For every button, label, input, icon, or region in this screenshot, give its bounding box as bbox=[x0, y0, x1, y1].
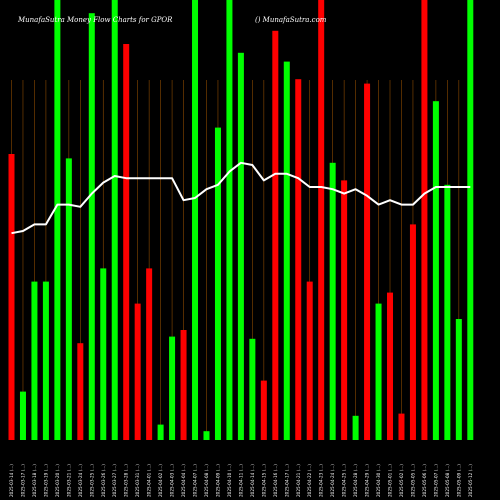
money-flow-bar bbox=[192, 0, 199, 440]
money-flow-bar bbox=[467, 0, 474, 440]
money-flow-bar bbox=[398, 413, 405, 440]
money-flow-bar bbox=[157, 424, 164, 440]
x-tick-label: 2025-05-09 (...) bbox=[456, 464, 461, 497]
money-flow-bar bbox=[260, 380, 267, 440]
x-tick-label: 2025-03-18 (...) bbox=[32, 464, 37, 497]
x-tick-label: 2025-05-05 (...) bbox=[410, 464, 415, 497]
money-flow-bar bbox=[329, 162, 336, 441]
x-tick-label: 2025-04-04 (...) bbox=[181, 464, 186, 497]
money-flow-bar bbox=[169, 336, 176, 440]
watermark: () MunafaSutra.com bbox=[255, 16, 327, 24]
x-tick-label: 2025-04-24 (...) bbox=[330, 464, 335, 497]
trend-line bbox=[11, 161, 471, 235]
x-tick-label: 2025-05-07 (...) bbox=[433, 464, 438, 497]
money-flow-bar bbox=[283, 61, 290, 440]
x-tick-label: 2025-05-12 (...) bbox=[468, 464, 473, 497]
money-flow-bar bbox=[123, 44, 130, 440]
money-flow-bar bbox=[19, 391, 26, 440]
x-tick-label: 2025-04-10 (...) bbox=[227, 464, 232, 497]
money-flow-bar bbox=[31, 281, 38, 440]
money-flow-bar bbox=[237, 52, 244, 441]
line-series bbox=[11, 161, 471, 235]
x-tick-label: 2025-03-27 (...) bbox=[112, 464, 117, 497]
x-tick-label: 2025-04-28 (...) bbox=[353, 464, 358, 497]
x-tick-label: 2025-04-22 (...) bbox=[307, 464, 312, 497]
x-tick-label: 2025-04-01 (...) bbox=[147, 464, 152, 497]
money-flow-bar bbox=[432, 101, 439, 440]
money-flow-bar bbox=[341, 180, 348, 440]
chart-title: MunafaSutra Money Flow Charts for GPOR bbox=[17, 16, 173, 24]
money-flow-bar bbox=[203, 431, 210, 440]
x-tick-label: 2025-04-11 (...) bbox=[238, 464, 243, 497]
x-tick-label: 2025-05-02 (...) bbox=[399, 464, 404, 497]
money-flow-bar bbox=[88, 13, 95, 440]
x-tick-label: 2025-04-14 (...) bbox=[250, 464, 255, 497]
x-tick-label: 2025-04-17 (...) bbox=[284, 464, 289, 497]
money-flow-bar bbox=[249, 338, 256, 440]
x-tick-label: 2025-03-14 (...) bbox=[9, 464, 14, 497]
x-tick-label: 2025-03-20 (...) bbox=[55, 464, 60, 497]
x-tick-label: 2025-04-23 (...) bbox=[319, 464, 324, 497]
money-flow-bar bbox=[54, 0, 61, 440]
money-flow-bar bbox=[421, 0, 428, 440]
money-flow-bar bbox=[77, 343, 84, 440]
x-tick-label: 2025-04-21 (...) bbox=[296, 464, 301, 497]
money-flow-bar bbox=[180, 330, 187, 440]
money-flow-bar bbox=[364, 83, 371, 440]
x-tick-label: 2025-04-30 (...) bbox=[376, 464, 381, 497]
x-tick-label: 2025-04-25 (...) bbox=[342, 464, 347, 497]
money-flow-bar bbox=[306, 281, 313, 440]
bar-series bbox=[8, 0, 474, 441]
x-tick-label: 2025-04-16 (...) bbox=[273, 464, 278, 497]
money-flow-bar bbox=[295, 79, 302, 440]
x-tick-label: 2025-05-06 (...) bbox=[422, 464, 427, 497]
x-tick-label: 2025-04-08 (...) bbox=[204, 464, 209, 497]
x-tick-label: 2025-05-01 (...) bbox=[388, 464, 393, 497]
money-flow-bar bbox=[455, 319, 462, 440]
x-tick-label: 2025-03-17 (...) bbox=[20, 464, 25, 497]
money-flow-bar bbox=[100, 268, 107, 440]
money-flow-bar bbox=[134, 303, 141, 440]
x-tick-label: 2025-03-19 (...) bbox=[43, 464, 48, 497]
money-flow-bar bbox=[214, 127, 221, 440]
x-tick-label: 2025-03-26 (...) bbox=[101, 464, 106, 497]
x-tick-label: 2025-04-29 (...) bbox=[365, 464, 370, 497]
x-tick-label: 2025-03-31 (...) bbox=[135, 464, 140, 497]
money-flow-bar bbox=[111, 0, 118, 440]
x-tick-label: 2025-05-08 (...) bbox=[445, 464, 450, 497]
money-flow-bar bbox=[146, 268, 153, 440]
money-flow-bar bbox=[42, 281, 49, 440]
x-tick-label: 2025-03-28 (...) bbox=[124, 464, 129, 497]
x-tick-label: 2025-04-02 (...) bbox=[158, 464, 163, 497]
x-tick-label: 2025-04-07 (...) bbox=[193, 464, 198, 497]
money-flow-bar bbox=[272, 30, 279, 441]
x-tick-label: 2025-04-09 (...) bbox=[215, 464, 220, 497]
money-flow-bar bbox=[409, 224, 416, 440]
money-flow-bar bbox=[387, 292, 394, 440]
money-flow-bar bbox=[318, 0, 325, 440]
x-tick-label: 2025-04-03 (...) bbox=[170, 464, 175, 497]
money-flow-bar bbox=[444, 184, 451, 440]
money-flow-bar bbox=[65, 158, 72, 440]
x-tick-label: 2025-03-21 (...) bbox=[66, 464, 71, 497]
x-tick-label: 2025-04-15 (...) bbox=[261, 464, 266, 497]
money-flow-bar bbox=[375, 303, 382, 440]
money-flow-bar bbox=[352, 415, 359, 440]
x-tick-label: 2025-03-25 (...) bbox=[89, 464, 94, 497]
money-flow-bar bbox=[8, 154, 15, 440]
x-tick-labels: 2025-03-14 (...) 2025-03-17 (...) 2025-03-… bbox=[9, 464, 473, 497]
x-tick-label: 2025-03-24 (...) bbox=[78, 464, 83, 497]
money-flow-bar bbox=[226, 0, 233, 440]
